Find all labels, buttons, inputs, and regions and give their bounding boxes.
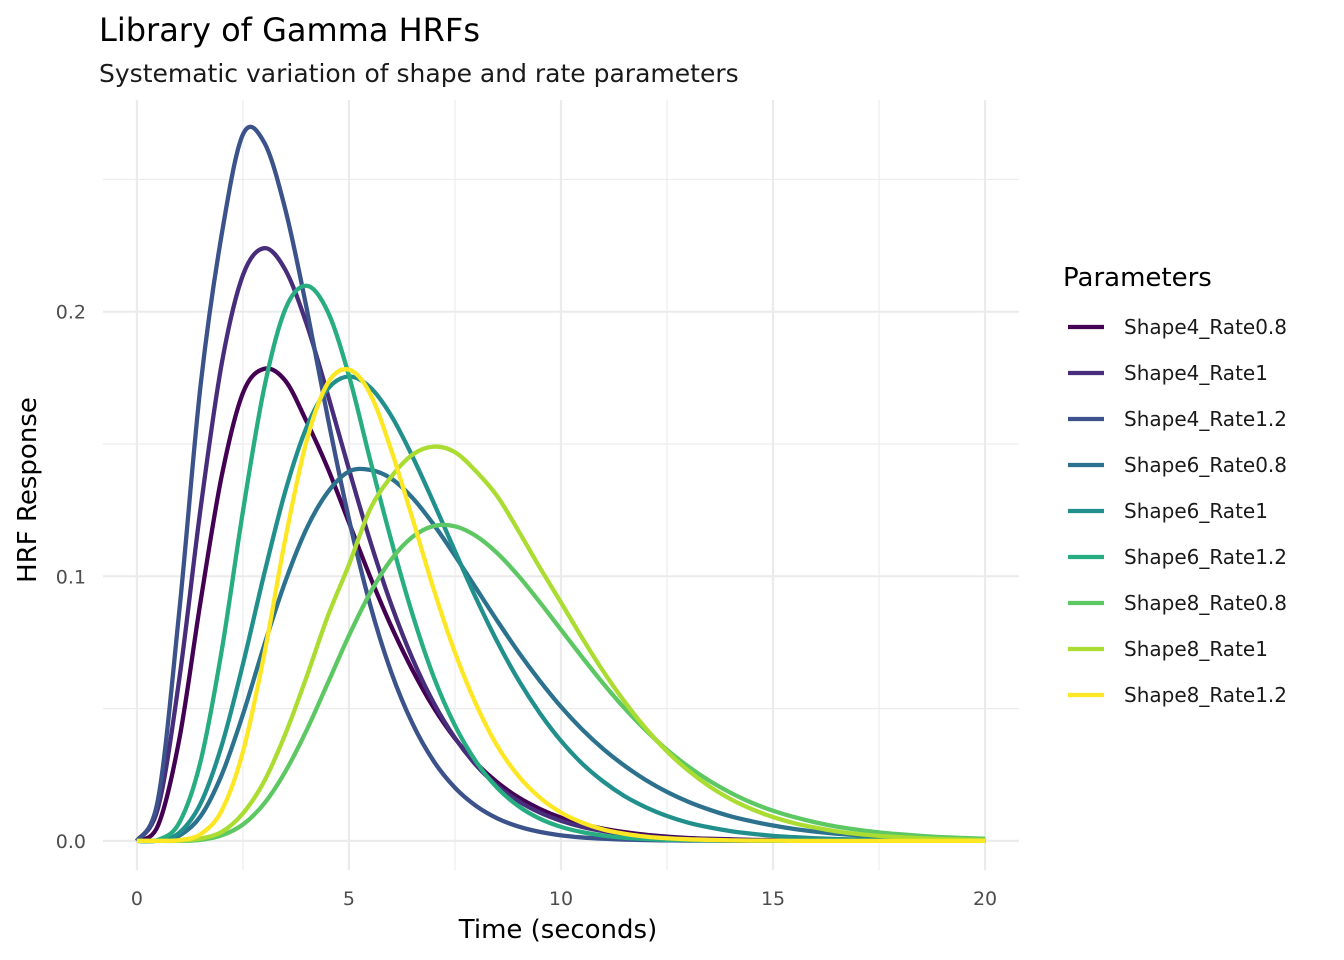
- legend-label: Shape4_Rate1: [1124, 361, 1268, 385]
- x-tick-label: 20: [973, 888, 997, 910]
- legend-label: Shape8_Rate1.2: [1124, 683, 1287, 707]
- series-lines: [135, 124, 986, 844]
- x-axis-title: Time (seconds): [458, 915, 657, 945]
- legend-label: Shape6_Rate0.8: [1124, 453, 1287, 477]
- legend-items: Shape4_Rate0.8 Shape4_Rate1 Shape4_Rate1.2…: [1068, 315, 1287, 707]
- y-axis-title: HRF Response: [13, 397, 43, 583]
- legend-label: Shape4_Rate0.8: [1124, 315, 1287, 339]
- x-tick-label: 15: [761, 888, 785, 910]
- series-line: [136, 522, 986, 844]
- legend-label: Shape6_Rate1: [1124, 499, 1268, 523]
- legend-label: Shape8_Rate1: [1124, 637, 1268, 661]
- plot-area: [103, 100, 1019, 870]
- chart-subtitle: Systematic variation of shape and rate p…: [99, 59, 739, 88]
- x-axis-ticks: 0 5 10 15 20: [131, 888, 997, 910]
- chart-title: Library of Gamma HRFs: [99, 11, 480, 49]
- series-line: [136, 367, 986, 844]
- legend-title: Parameters: [1063, 263, 1212, 293]
- y-tick-label: 0.1: [56, 566, 86, 588]
- legend-label: Shape8_Rate0.8: [1124, 591, 1287, 615]
- legend-label: Shape4_Rate1.2: [1124, 407, 1287, 431]
- series-line: [136, 444, 986, 844]
- y-tick-label: 0.0: [56, 831, 86, 853]
- x-tick-label: 10: [549, 888, 573, 910]
- y-axis-ticks: 0.0 0.1 0.2: [56, 302, 86, 853]
- y-tick-label: 0.2: [56, 302, 86, 324]
- legend: Parameters Shape4_Rate0.8Shape4_Rate1Sha…: [1063, 263, 1287, 707]
- legend-label: Shape6_Rate1.2: [1124, 545, 1287, 569]
- x-tick-label: 0: [131, 888, 143, 910]
- x-tick-label: 5: [343, 888, 355, 910]
